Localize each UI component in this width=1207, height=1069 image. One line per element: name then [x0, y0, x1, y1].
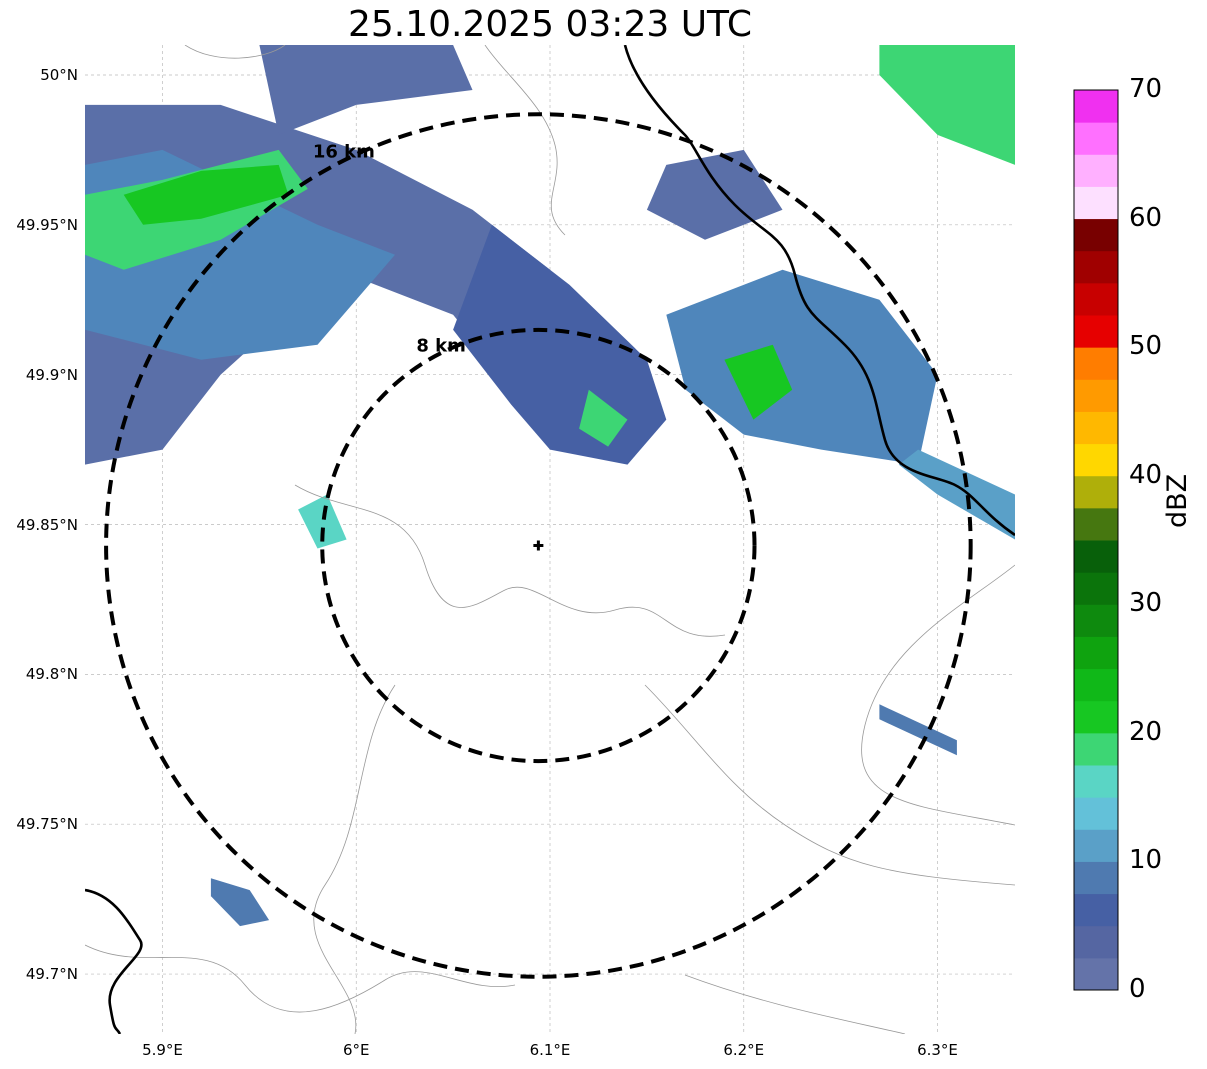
colorbar-segment [1074, 604, 1118, 637]
radar-echo-layer [85, 45, 1015, 927]
echo-center-core [579, 389, 628, 447]
lon-tick-label: 6.1°E [529, 1041, 571, 1059]
colorbar-segment [1074, 732, 1118, 766]
national-border [623, 45, 1015, 537]
lat-tick-label: 49.75°N [16, 815, 78, 834]
colorbar-segment [1074, 379, 1118, 412]
colorbar-tick-label: 70 [1129, 74, 1163, 104]
lat-tick-label: 49.85°N [16, 515, 78, 534]
echo-sw-cell [210, 878, 270, 927]
colorbar-segment [1074, 507, 1118, 541]
colorbar-segment [1074, 90, 1118, 123]
range-ring-label: 8 km [416, 335, 466, 356]
lon-tick-label: 6.3°E [917, 1041, 958, 1059]
lat-tick-label: 49.7°N [25, 965, 78, 984]
map-canvas[interactable]: 8 km 16 km [85, 45, 1015, 1034]
lon-tick-label: 5.9°E [142, 1041, 183, 1059]
echo-top-right [879, 45, 1015, 165]
colorbar-segment [1074, 443, 1118, 477]
echo-ne-cell [666, 269, 938, 465]
lon-tick-label: 6°E [342, 1041, 370, 1059]
colorbar-segment [1074, 925, 1118, 959]
echo-center-north [453, 224, 667, 465]
colorbar-tick-label: 50 [1129, 331, 1163, 362]
colorbar-segment [1074, 572, 1118, 605]
radar-map[interactable]: 8 km 16 km [85, 45, 1015, 1034]
echo-top-north [259, 45, 473, 135]
lat-tick-label: 49.9°N [25, 365, 78, 384]
colorbar-segment [1074, 154, 1118, 187]
colorbar-tick-label: 0 [1129, 974, 1146, 1004]
echo-east-streak [879, 704, 957, 756]
admin-borders [85, 45, 1015, 1034]
lon-tick-label: 6.2°E [723, 1041, 765, 1059]
colorbar-frame [1073, 89, 1119, 991]
colorbar-segment [1074, 636, 1118, 670]
lat-tick-label: 49.8°N [25, 665, 78, 684]
colorbar-segment [1074, 411, 1118, 445]
range-ring-label: 16 km [313, 141, 375, 162]
colorbar-tick-label: 20 [1129, 716, 1163, 747]
radar-site-marker [533, 540, 544, 551]
colorbar-segment [1074, 315, 1118, 348]
national-border-sw [85, 888, 143, 1034]
colorbar-segment [1074, 829, 1118, 862]
colorbar-segment [1074, 218, 1118, 252]
colorbar-tick-label: 60 [1129, 202, 1163, 233]
colorbar-segment [1074, 540, 1118, 573]
colorbar-segment [1074, 282, 1118, 316]
chart-title: 25.10.2025 03:23 UTC [347, 4, 753, 45]
range-rings: 8 km 16 km [104, 112, 973, 979]
colorbar-tick-label: 10 [1129, 845, 1163, 876]
colorbar-segment [1074, 347, 1118, 380]
colorbar-segment [1074, 893, 1118, 927]
colorbar-segment [1074, 957, 1118, 991]
colorbar-segment [1074, 475, 1118, 509]
echo-nw-core-strong [123, 164, 289, 225]
colorbar-label: dBZ [1162, 473, 1193, 528]
colorbar-segment [1074, 797, 1118, 830]
lat-tick-label: 50°N [40, 65, 78, 84]
colorbar-segment [1074, 668, 1118, 702]
colorbar-tick-label: 30 [1129, 588, 1163, 619]
colorbar-segment [1074, 861, 1118, 895]
range-ring-16km [104, 112, 973, 979]
colorbar-tick-label: 40 [1129, 459, 1163, 490]
colorbar [1073, 89, 1119, 991]
echo-east-band [898, 449, 1015, 540]
echo-west-cell [298, 494, 347, 549]
echo-ne-cell-core [724, 344, 793, 420]
lat-tick-label: 49.95°N [16, 215, 78, 234]
colorbar-segment [1074, 700, 1118, 734]
colorbar-segment [1074, 250, 1118, 284]
colorbar-segment [1074, 186, 1118, 220]
colorbar-segment [1074, 765, 1118, 798]
range-ring-8km [320, 327, 757, 764]
colorbar-segment [1074, 122, 1118, 155]
